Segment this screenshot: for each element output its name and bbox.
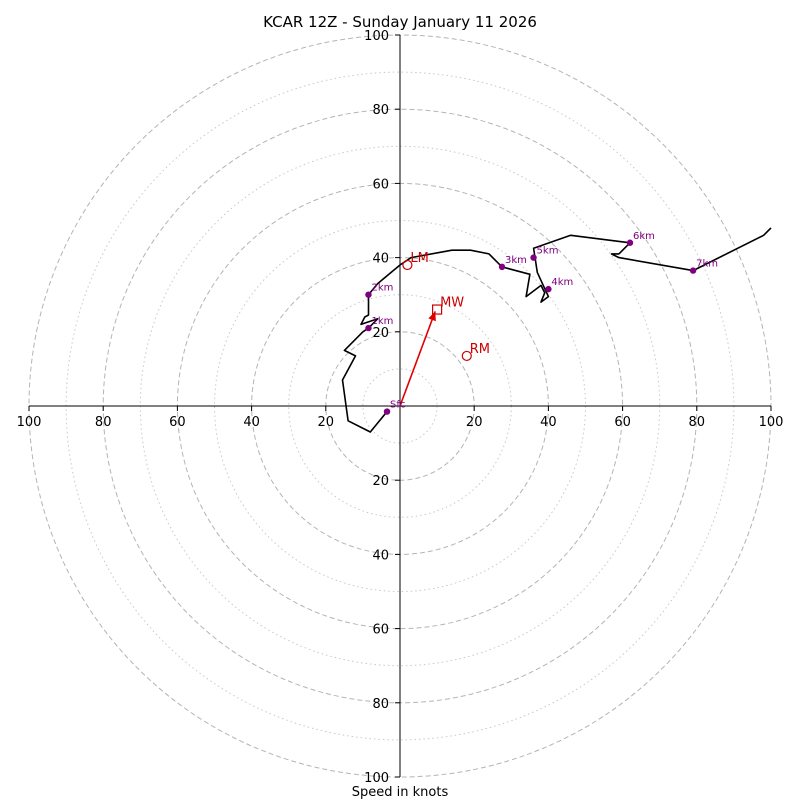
y-tick-label: 60 [372,177,389,192]
x-tick-label: 80 [689,415,706,430]
x-tick-label: 80 [95,415,112,430]
x-tick-label: 20 [466,415,483,430]
height-marker-label: 4km [551,277,573,288]
left-mover-marker [402,259,413,271]
height-marker-label: 7km [696,259,718,270]
storm-motion-arrow-line [399,311,436,407]
height-marker-label: 5km [537,246,559,257]
mean-wind-marker [432,304,443,315]
height-marker-point [689,267,697,274]
height-marker-point [383,408,391,415]
y-tick-label: 80 [372,103,389,118]
height-marker-point [626,239,634,246]
x-tick-label: 40 [540,415,557,430]
x-tick-label: 60 [614,415,631,430]
x-axis-ticks: 100 80 60 40 20 20 40 60 80 100 [17,406,784,430]
y-axis-ticks: 100 80 60 40 20 20 40 60 80 100 [364,29,400,786]
x-tick-label: 20 [318,415,335,430]
right-mover-marker [461,350,472,362]
height-marker-point [498,263,506,271]
x-axis-label: Speed in knots [352,785,449,800]
y-tick-label: 60 [372,623,389,638]
height-markers: Sfc 1km 2km 3km 4km 5km 6km 7km [365,231,718,415]
height-marker-point [530,254,537,261]
y-tick-label: 40 [372,252,389,267]
y-tick-label: 40 [372,548,389,563]
height-marker-label: 6km [633,231,655,242]
storm-motion-markers: RM LM MW [399,251,490,407]
height-marker-label: 2km [371,283,393,294]
y-tick-label: 100 [364,29,389,44]
height-marker-point [545,285,552,293]
height-marker-label: Sfc [390,400,405,411]
right-mover-label: RM [470,342,490,357]
x-tick-label: 100 [17,415,42,430]
y-tick-label: 100 [364,771,389,786]
x-tick-label: 100 [759,415,784,430]
chart-title: KCAR 12Z - Sunday January 11 2026 [263,13,537,31]
x-tick-label: 60 [169,415,186,430]
height-marker-point [365,291,372,298]
height-marker-point [365,324,372,332]
height-marker-label: 3km [505,255,527,266]
y-tick-label: 20 [372,474,389,489]
left-mover-label: LM [410,251,428,266]
mean-wind-label: MW [440,296,464,311]
y-tick-label: 80 [372,697,389,712]
x-tick-label: 40 [243,415,260,430]
y-tick-label: 20 [372,326,389,341]
height-marker-label: 1km [371,316,393,327]
